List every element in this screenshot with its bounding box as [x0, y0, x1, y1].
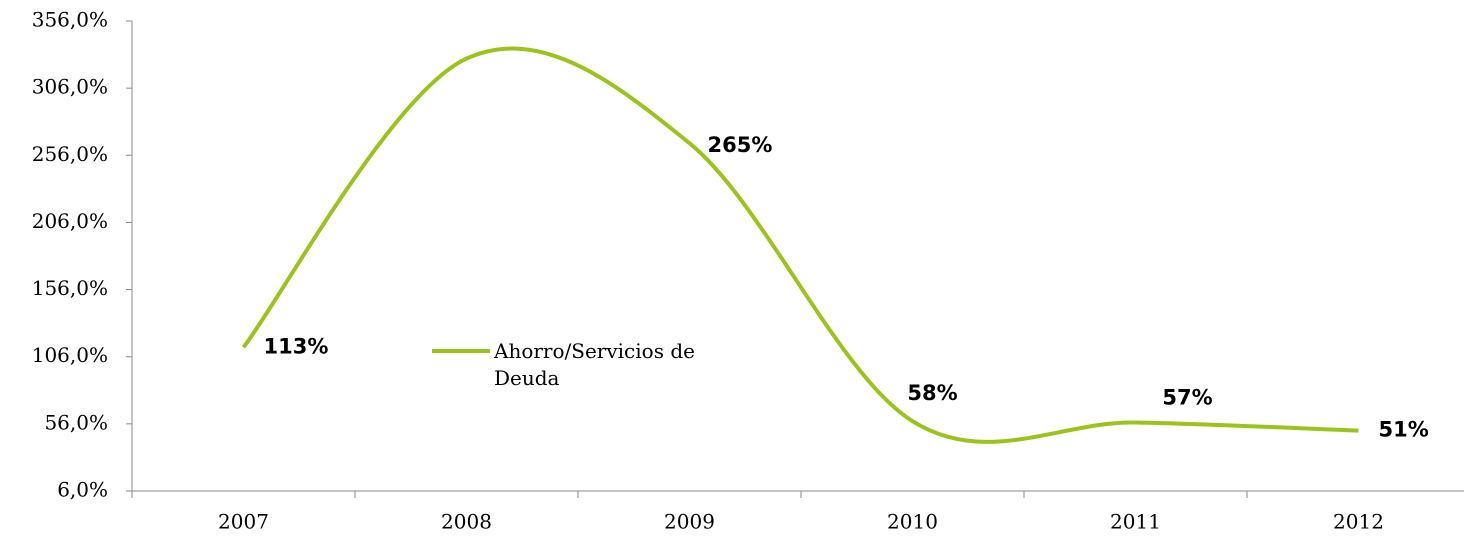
data-label: 51% [1378, 418, 1428, 442]
y-tick-label: 56,0% [44, 410, 108, 434]
x-tick-label: 2010 [887, 510, 938, 534]
x-tick-label: 2008 [441, 510, 492, 534]
y-tick-label: 306,0% [32, 75, 108, 99]
x-tick-label: 2011 [1110, 510, 1161, 534]
y-tick-label: 6,0% [57, 478, 108, 502]
data-label: 58% [907, 381, 957, 405]
y-tick-label: 206,0% [32, 209, 108, 233]
x-tick-label: 2007 [218, 510, 269, 534]
y-tick-label: 156,0% [32, 276, 108, 300]
y-tick-label: 356,0% [32, 8, 108, 32]
y-tick-label: 256,0% [32, 142, 108, 166]
data-label: 57% [1162, 386, 1212, 410]
y-tick-label: 106,0% [32, 343, 108, 367]
x-tick-label: 2009 [664, 510, 715, 534]
series-line [241, 46, 1359, 444]
x-tick-label: 2012 [1333, 510, 1384, 534]
data-label: 113% [263, 334, 328, 358]
legend-label: Ahorro/Servicios de Deuda [494, 339, 695, 390]
data-label: 265% [707, 133, 772, 157]
